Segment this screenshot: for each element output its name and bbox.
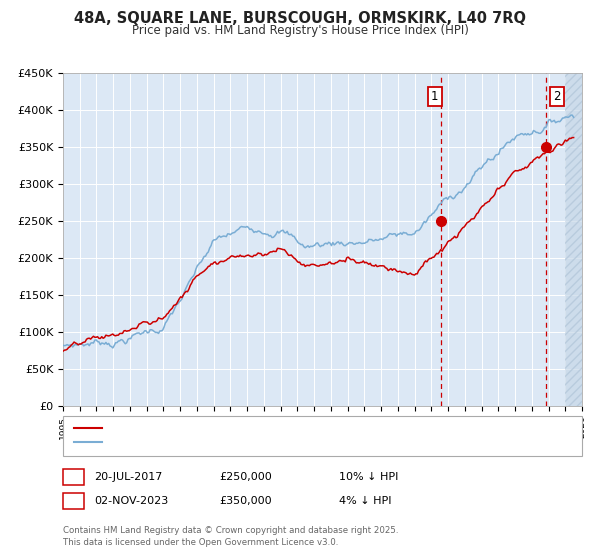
Text: 02-NOV-2023: 02-NOV-2023: [94, 496, 169, 506]
Text: £250,000: £250,000: [219, 472, 272, 482]
Text: 1: 1: [70, 470, 77, 484]
Text: 4% ↓ HPI: 4% ↓ HPI: [339, 496, 392, 506]
Text: 2: 2: [70, 494, 77, 508]
Text: Price paid vs. HM Land Registry's House Price Index (HPI): Price paid vs. HM Land Registry's House …: [131, 24, 469, 37]
Text: £350,000: £350,000: [219, 496, 272, 506]
Text: 10% ↓ HPI: 10% ↓ HPI: [339, 472, 398, 482]
Bar: [565, 73, 582, 406]
Text: Contains HM Land Registry data © Crown copyright and database right 2025.
This d: Contains HM Land Registry data © Crown c…: [63, 526, 398, 547]
Text: 48A, SQUARE LANE, BURSCOUGH, ORMSKIRK, L40 7RQ (detached house): 48A, SQUARE LANE, BURSCOUGH, ORMSKIRK, L…: [107, 423, 466, 433]
Text: 48A, SQUARE LANE, BURSCOUGH, ORMSKIRK, L40 7RQ: 48A, SQUARE LANE, BURSCOUGH, ORMSKIRK, L…: [74, 11, 526, 26]
Text: 1: 1: [431, 90, 439, 103]
Text: 2: 2: [553, 90, 560, 103]
Text: 20-JUL-2017: 20-JUL-2017: [94, 472, 163, 482]
Text: HPI: Average price, detached house, West Lancashire: HPI: Average price, detached house, West…: [107, 437, 368, 447]
